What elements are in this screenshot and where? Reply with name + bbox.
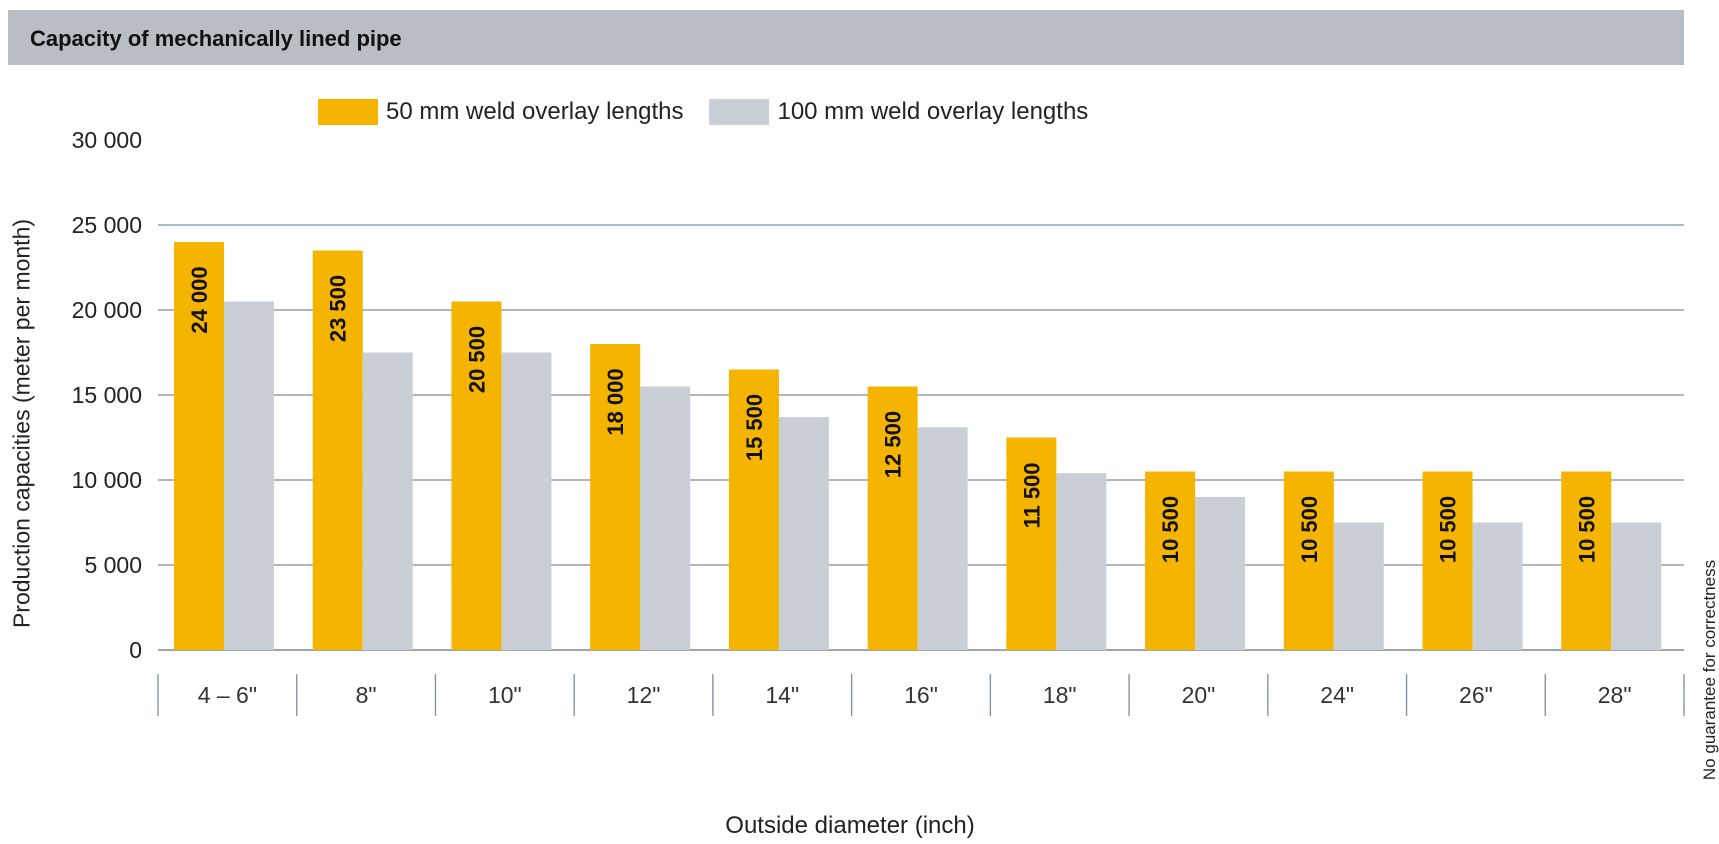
bar-data-label: 12 500 [881,411,906,478]
bar-series-2 [1333,522,1384,650]
legend-swatch-series-1 [318,99,378,125]
bar-series-2 [1056,473,1107,650]
bar-series-1 [174,242,224,650]
chart-title: Capacity of mechanically lined pipe [30,26,402,51]
bar-data-label: 10 500 [1297,496,1322,563]
y-tick-label: 15 000 [72,382,142,408]
bar-series-2 [778,417,829,650]
bar-series-2 [501,352,552,650]
bar-series-1 [451,301,502,650]
bar-data-label: 15 500 [742,394,767,461]
bar-data-label: 18 000 [603,368,628,435]
y-tick-label: 5 000 [84,552,142,578]
bar-series-1 [728,369,779,650]
legend-item-series-1: 50 mm weld overlay lengths [318,98,683,126]
legend-label-series-1: 50 mm weld overlay lengths [386,98,684,125]
legend: 50 mm weld overlay lengths 100 mm weld o… [318,98,1114,126]
x-tick-label: 4 – 6" [198,682,257,708]
bar-series-1 [1422,471,1473,650]
bar-series-1 [1283,471,1334,650]
bar-data-label: 10 500 [1158,496,1183,563]
x-tick-label: 28" [1598,682,1632,708]
legend-swatch-series-2 [709,99,770,125]
bar-series-1 [312,250,363,650]
x-tick-label: 18" [1043,682,1077,708]
y-tick-label: 0 [129,637,142,663]
x-tick-label: 20" [1182,682,1216,708]
legend-item-series-2: 100 mm weld overlay lengths [709,98,1088,126]
x-tick-label: 24" [1320,682,1354,708]
y-tick-label: 20 000 [72,297,142,323]
y-tick-label: 10 000 [72,467,142,493]
bar-data-label: 24 000 [187,266,212,333]
bar-series-2 [1611,522,1662,650]
bar-series-2 [1472,522,1523,650]
x-tick-label: 8" [356,682,377,708]
bar-data-label: 10 500 [1436,496,1461,563]
bar-data-label: 23 500 [326,275,351,342]
bar-series-1 [1006,437,1057,650]
x-tick-label: 16" [904,682,938,708]
bar-series-1 [590,344,641,650]
legend-label-series-2: 100 mm weld overlay lengths [777,98,1089,125]
bar-series-1 [1561,471,1612,650]
chart-header-bar: Capacity of mechanically lined pipe [8,10,1684,65]
y-tick-label: 25 000 [72,212,142,238]
bar-data-label: 10 500 [1574,496,1599,563]
x-axis-label: Outside diameter (inch) [725,812,975,839]
bar-series-2 [640,386,691,650]
bar-series-1 [867,386,918,650]
bar-series-2 [1195,497,1246,650]
bar-series-2 [362,352,413,650]
x-tick-label: 14" [765,682,799,708]
x-tick-label: 10" [488,682,522,708]
bar-data-label: 11 500 [1019,462,1044,528]
x-tick-label: 12" [627,682,661,708]
x-tick-label: 26" [1459,682,1493,708]
bar-series-1 [1145,471,1196,650]
y-tick-label: 30 000 [72,127,142,153]
bar-series-2 [224,301,274,650]
bar-data-label: 20 500 [464,326,489,393]
bar-series-2 [917,427,968,650]
